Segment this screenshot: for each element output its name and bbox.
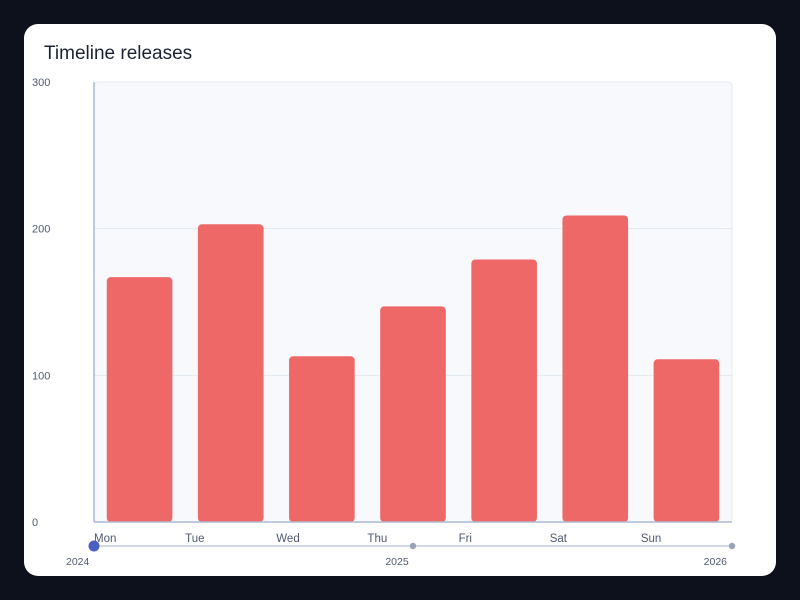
x-tick-label: Sun (641, 533, 661, 545)
timeline-handle[interactable] (409, 542, 417, 550)
chart-title: Timeline releases (44, 43, 193, 64)
bar-thu (380, 306, 446, 522)
x-tick-label: Thu (367, 533, 387, 545)
bars (106, 215, 720, 522)
timeline-handle-selected[interactable] (88, 540, 100, 552)
x-axis-ticks: Mon Tue Wed Thu Fri Sat Sun (94, 533, 661, 545)
bar-fri (471, 259, 537, 522)
bar-mon (106, 277, 173, 522)
bar-tue (197, 224, 264, 522)
timeline-label: 2025 (385, 556, 409, 568)
y-tick-label: 300 (32, 77, 50, 89)
timeline-label: 2026 (704, 556, 728, 568)
bar-wed (289, 356, 355, 522)
x-tick-label: Wed (276, 533, 299, 545)
y-tick-label: 0 (32, 517, 38, 529)
y-tick-label: 100 (32, 370, 50, 382)
timeline-label: 2024 (66, 556, 90, 568)
bar-sat (562, 215, 629, 522)
x-tick-label: Tue (185, 533, 204, 545)
timeline-slider[interactable]: 2024 2025 2026 (66, 540, 736, 569)
chart-card: Timeline releases 0 100 200 300 Mon Tue Wed Th… (24, 24, 776, 576)
y-tick-label: 200 (32, 224, 50, 236)
x-tick-label: Mon (94, 533, 116, 545)
y-axis-ticks: 0 100 200 300 (32, 77, 50, 529)
bar-sun (653, 359, 720, 522)
timeline-handle[interactable] (728, 542, 736, 550)
x-tick-label: Fri (459, 533, 472, 545)
x-tick-label: Sat (550, 533, 568, 545)
